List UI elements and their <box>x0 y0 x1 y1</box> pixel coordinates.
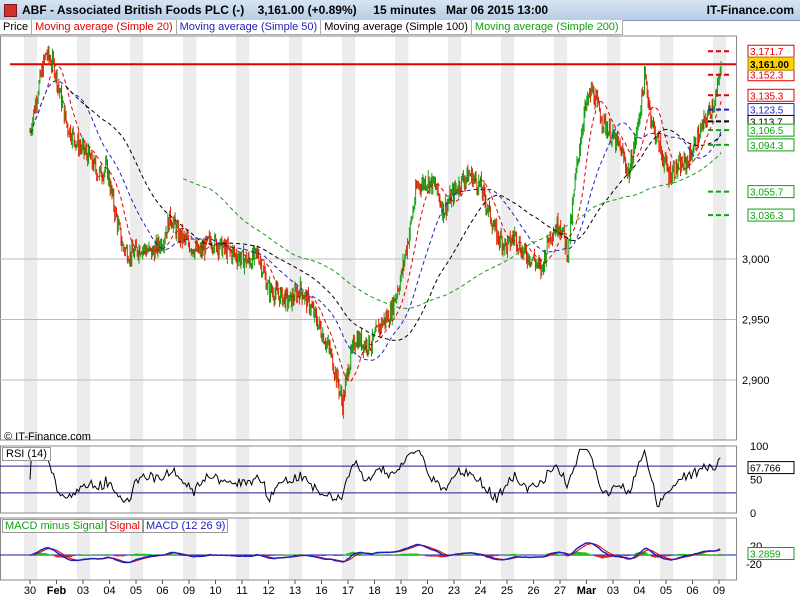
macd-tick-label: -20 <box>746 559 762 571</box>
x-tick-label: 20 <box>421 585 433 597</box>
x-tick-label: 09 <box>713 585 725 597</box>
legend-price[interactable]: Price <box>0 20 33 35</box>
x-tick-label: 12 <box>262 585 274 597</box>
ma-level-box <box>747 138 795 152</box>
day-shade <box>501 36 515 580</box>
day-shade <box>342 36 356 580</box>
chart-icon <box>4 4 17 17</box>
legend-sma20[interactable]: Moving average (Simple 20) <box>32 20 177 35</box>
ma-level-label: 3,055.7 <box>750 188 784 199</box>
rsi-tick-label: 100 <box>750 441 768 453</box>
ma-level-box <box>747 88 795 102</box>
x-tick-label: 27 <box>554 585 566 597</box>
legend: Price Moving average (Simple 20) Moving … <box>0 20 623 35</box>
x-tick-label: 10 <box>209 585 221 597</box>
x-tick-label: 24 <box>474 585 486 597</box>
macd-value-label: 3.2859 <box>750 550 781 561</box>
chart-title: ABF - Associated British Foods PLC (-) 3… <box>22 3 549 17</box>
x-tick-label: 03 <box>77 585 89 597</box>
x-tick-label: 05 <box>130 585 142 597</box>
ma-level-label: 3,171.7 <box>750 47 784 58</box>
rsi-panel-frame <box>0 445 737 514</box>
x-tick-label: 11 <box>236 585 247 597</box>
price-tick-label: 2,950 <box>742 315 770 327</box>
x-tick-label: 25 <box>501 585 513 597</box>
last-price-box <box>747 56 795 71</box>
day-shade <box>130 36 144 580</box>
ma-level-label: 3,152.3 <box>750 71 784 82</box>
sma100-line <box>65 85 722 341</box>
price-tick-label: 2,900 <box>742 375 770 387</box>
rsi-value-box <box>747 461 795 475</box>
day-shade <box>554 36 568 580</box>
x-tick-label: 05 <box>660 585 672 597</box>
macd-value-box <box>747 547 795 561</box>
ma-level-label: 3,113.7 <box>750 117 783 128</box>
day-shade <box>183 36 197 580</box>
macd-legend-histogram: MACD minus Signal <box>2 519 107 533</box>
x-tick-label: Feb <box>47 585 67 597</box>
x-tick-label: 23 <box>448 585 460 597</box>
x-tick-label: 06 <box>686 585 698 597</box>
ma-level-label: 3,106.5 <box>750 126 784 137</box>
rsi-tick-label: 50 <box>750 475 762 487</box>
price-tick-label: 3,000 <box>742 254 770 266</box>
x-tick-label: 30 <box>24 585 36 597</box>
sma200-line <box>183 152 722 309</box>
x-tick-label: 09 <box>183 585 195 597</box>
day-shade <box>24 36 38 580</box>
macd-legend-signal: Signal <box>106 519 143 533</box>
day-shade <box>289 36 303 580</box>
brand-label: IT-Finance.com <box>706 3 794 17</box>
last-price-label: 3,161.00 <box>750 60 789 71</box>
day-shade <box>607 36 621 580</box>
price-panel-frame <box>0 35 737 441</box>
rsi-tick-label: 0 <box>750 508 756 520</box>
legend-sma100[interactable]: Moving average (Simple 100) <box>321 20 472 35</box>
sma20-line <box>29 64 722 383</box>
ma-level-label: 3,036.3 <box>750 211 784 222</box>
macd-line <box>29 542 721 564</box>
x-tick-label: 03 <box>607 585 619 597</box>
x-tick-label: 19 <box>395 585 407 597</box>
legend-sma50[interactable]: Moving average (Simple 50) <box>176 20 322 35</box>
x-tick-label: 06 <box>156 585 168 597</box>
day-shade <box>660 36 674 580</box>
macd-legend-macd: MACD (12 26 9) <box>143 519 229 533</box>
rsi-value-label: 67.766 <box>750 464 781 475</box>
day-shade <box>236 36 250 580</box>
panel-gap <box>0 513 800 518</box>
x-tick-label: 04 <box>103 585 115 597</box>
legend-sma200[interactable]: Moving average (Simple 200) <box>471 20 623 35</box>
ma-level-label: 3,135.3 <box>750 91 784 102</box>
panel-gap <box>0 440 800 446</box>
rsi-title: RSI (14) <box>2 447 51 461</box>
x-tick-label: 17 <box>342 585 354 597</box>
x-tick-label: Mar <box>577 585 597 597</box>
x-tick-label: 16 <box>315 585 327 597</box>
sma50-line <box>29 80 722 361</box>
x-tick-label: 13 <box>289 585 301 597</box>
macd-legend: MACD minus Signal Signal MACD (12 26 9) <box>2 519 229 533</box>
day-shade <box>77 36 91 580</box>
ma-level-box <box>747 123 795 137</box>
rsi-line <box>29 448 721 508</box>
ma-level-box <box>747 185 795 199</box>
x-tick-label: 04 <box>633 585 645 597</box>
ma-level-label: 3,094.3 <box>750 141 784 152</box>
title-bar: ABF - Associated British Foods PLC (-) 3… <box>0 0 800 21</box>
ma-level-box <box>747 208 795 222</box>
x-tick-label: 18 <box>368 585 380 597</box>
x-tick-label: 26 <box>527 585 539 597</box>
copyright-label: © IT-Finance.com <box>4 431 91 443</box>
day-shade <box>448 36 462 580</box>
ma-level-label: 3,123.5 <box>750 106 784 117</box>
